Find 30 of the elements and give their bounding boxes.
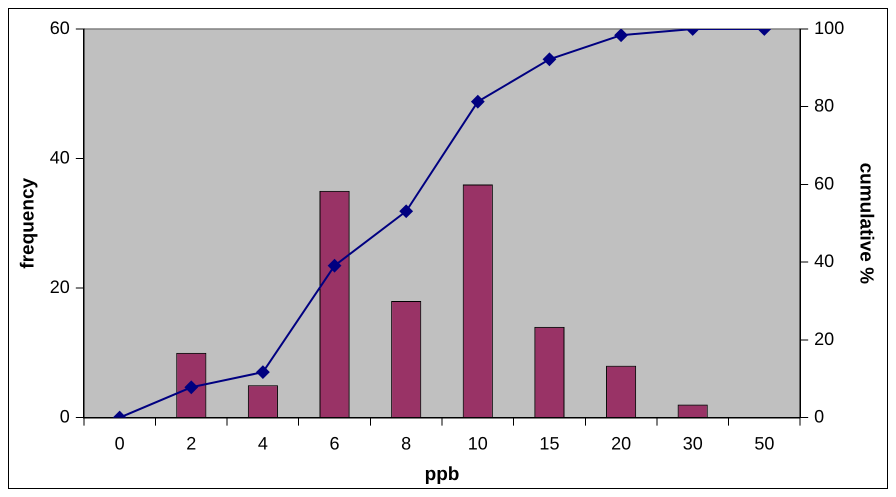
y2-tick-label: 20 bbox=[814, 328, 834, 349]
x-tick-label: 0 bbox=[114, 433, 125, 454]
point bbox=[614, 29, 628, 42]
y2-tick-label: 80 bbox=[814, 96, 834, 116]
y-tick-label: 40 bbox=[50, 148, 70, 168]
y-tick-label: 60 bbox=[50, 18, 70, 38]
x-tick-label: 20 bbox=[611, 433, 632, 454]
y-axis-title: frequency bbox=[18, 177, 39, 269]
x-tick-label: 2 bbox=[186, 433, 196, 454]
x-tick-label: 8 bbox=[401, 433, 412, 454]
point bbox=[328, 259, 342, 272]
point bbox=[471, 95, 484, 108]
point bbox=[542, 52, 556, 66]
y2-tick-label: 0 bbox=[814, 406, 824, 427]
y-tick-label: 0 bbox=[60, 406, 70, 427]
y2-axis-title: cumulative % bbox=[855, 162, 876, 284]
y-tick-label: 20 bbox=[50, 277, 70, 298]
point bbox=[400, 204, 413, 218]
x-axis-title: ppb bbox=[424, 464, 460, 485]
x-tick-label: 6 bbox=[330, 433, 340, 454]
x-tick-label: 4 bbox=[258, 433, 268, 454]
x-tick-label: 50 bbox=[754, 433, 774, 454]
x-tick-label: 30 bbox=[682, 433, 703, 454]
y2-tick-label: 40 bbox=[814, 251, 834, 272]
point bbox=[184, 380, 198, 394]
x-tick-label: 10 bbox=[468, 433, 488, 454]
x-tick-label: 15 bbox=[539, 433, 560, 454]
point bbox=[256, 366, 270, 379]
y2-tick-label: 100 bbox=[814, 18, 844, 38]
y2-tick-label: 60 bbox=[814, 173, 834, 194]
